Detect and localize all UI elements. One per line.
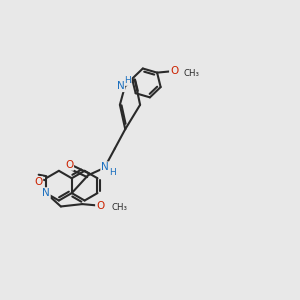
Text: H: H xyxy=(110,168,116,177)
Text: CH₃: CH₃ xyxy=(112,202,128,211)
Text: O: O xyxy=(96,201,104,211)
Text: CH₃: CH₃ xyxy=(184,69,200,78)
Text: N: N xyxy=(117,81,124,91)
Text: N: N xyxy=(101,162,109,172)
Text: H: H xyxy=(124,76,131,85)
Text: O: O xyxy=(170,66,178,76)
Text: O: O xyxy=(34,177,42,187)
Text: N: N xyxy=(42,188,50,198)
Text: O: O xyxy=(65,160,73,170)
